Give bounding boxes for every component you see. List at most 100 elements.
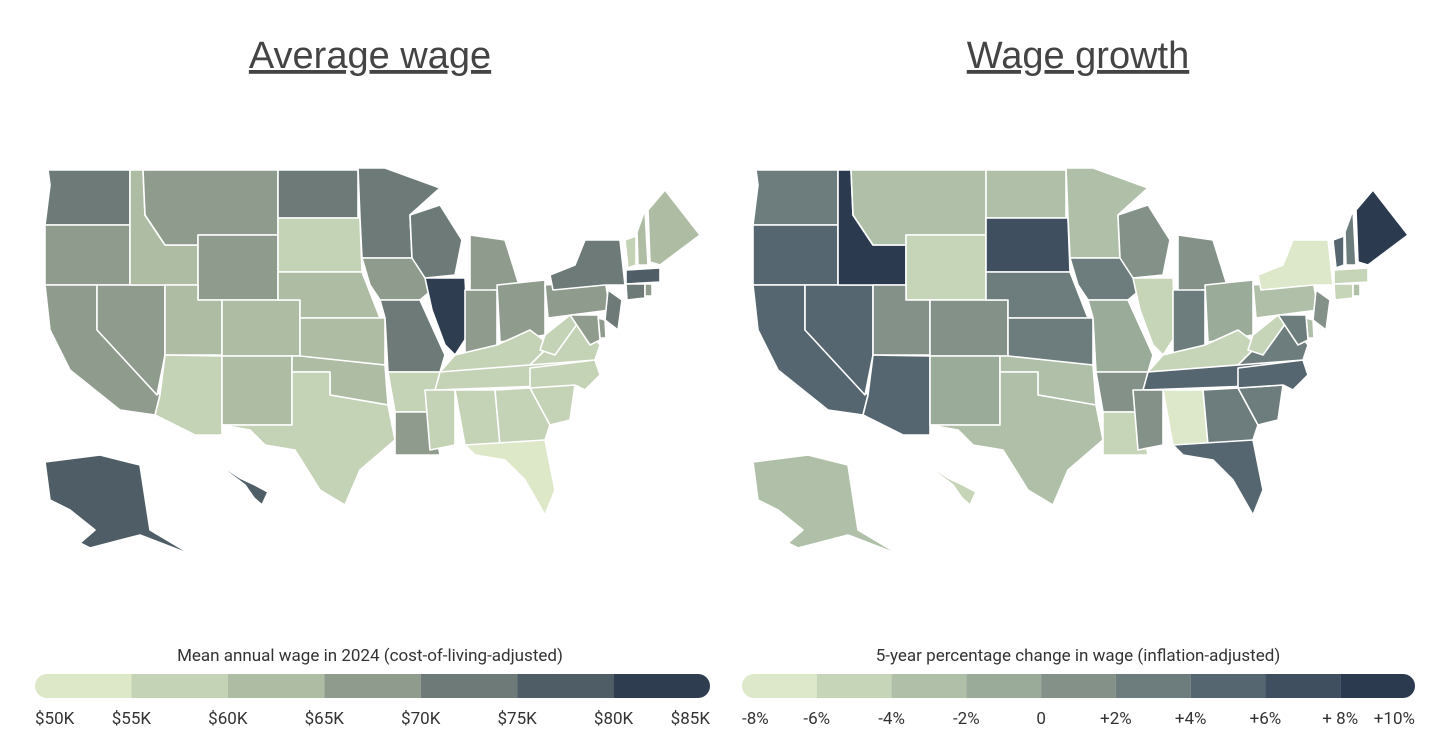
state — [44, 224, 131, 286]
state — [1132, 389, 1164, 451]
state — [1352, 283, 1361, 297]
state — [752, 454, 901, 556]
state — [221, 299, 301, 357]
state — [1162, 389, 1209, 446]
legend-tick-label: $65K — [305, 709, 345, 729]
state — [277, 217, 363, 273]
legend-tick-label: -6% — [803, 709, 830, 729]
state — [1332, 235, 1345, 269]
state — [905, 234, 987, 301]
legend-swatch — [227, 674, 325, 698]
legend-tick-label: + 8% — [1322, 709, 1358, 729]
legend-tick-label: $80K — [594, 709, 634, 729]
state — [1257, 239, 1334, 291]
state — [549, 239, 626, 291]
state — [221, 355, 293, 426]
legend-tick-label: +2% — [1100, 709, 1132, 729]
legend-tick-label: +6% — [1250, 709, 1282, 729]
legend-tick-label: +4% — [1175, 709, 1207, 729]
state — [1277, 314, 1309, 346]
legend-bar — [35, 674, 710, 698]
legend-tick-label: $55K — [112, 709, 152, 729]
legend-swatch — [1265, 674, 1341, 698]
state — [214, 461, 269, 506]
state — [922, 461, 977, 506]
state — [409, 204, 463, 279]
legend-tick-label: $70K — [401, 709, 441, 729]
legend-title: 5-year percentage change in wage (inflat… — [876, 646, 1281, 666]
state — [569, 314, 601, 346]
state — [1333, 267, 1369, 285]
state — [1247, 314, 1289, 356]
legend-swatch — [742, 674, 817, 698]
map-title: Average wage — [249, 35, 491, 77]
legend-swatch — [1041, 674, 1116, 698]
state — [464, 439, 556, 516]
state — [464, 289, 498, 356]
legend-tick-label: $60K — [208, 709, 248, 729]
state — [1355, 189, 1409, 266]
state — [1344, 209, 1357, 266]
legend-swatch — [35, 674, 132, 698]
state — [44, 169, 131, 226]
legend-swatch — [891, 674, 967, 698]
legend-swatch — [613, 674, 710, 698]
legend-tick-label: $50K — [35, 709, 75, 729]
state — [154, 354, 223, 436]
state — [197, 234, 279, 301]
state — [985, 217, 1071, 273]
legend-tick-label: 0 — [1036, 709, 1046, 729]
state — [929, 355, 1001, 426]
state — [862, 354, 931, 436]
state — [929, 299, 1009, 357]
state — [644, 283, 653, 297]
state — [625, 283, 646, 301]
legend-swatch — [1340, 674, 1415, 698]
state — [850, 169, 987, 246]
legend-swatch — [420, 674, 518, 698]
legend-bar — [742, 674, 1415, 698]
legend-tick-label: -4% — [878, 709, 905, 729]
state — [1202, 387, 1259, 446]
legend-swatch — [1115, 674, 1191, 698]
legend-swatch — [131, 674, 228, 698]
state — [647, 189, 701, 266]
state — [454, 389, 501, 446]
state — [277, 169, 359, 219]
legend-title: Mean annual wage in 2024 (cost-of-living… — [177, 646, 563, 666]
state — [494, 387, 551, 446]
state — [1312, 289, 1331, 331]
state — [604, 289, 623, 331]
state — [142, 169, 279, 246]
state — [1172, 289, 1206, 356]
state — [1172, 439, 1264, 516]
legend-tick-label: +10% — [1374, 709, 1415, 729]
state — [625, 267, 661, 285]
legend-tick-label: -8% — [742, 709, 769, 729]
state — [44, 454, 193, 556]
legend-swatch — [1190, 674, 1266, 698]
legend-swatch — [966, 674, 1042, 698]
state — [539, 314, 581, 356]
state-map — [752, 167, 1409, 556]
state — [1204, 279, 1254, 343]
legend-swatch — [816, 674, 892, 698]
legend-tick-label: -2% — [953, 709, 980, 729]
state — [752, 224, 839, 286]
state — [424, 389, 456, 451]
state — [752, 169, 839, 226]
state — [636, 209, 649, 266]
legend-swatch — [517, 674, 614, 698]
state — [496, 279, 546, 343]
legend-tick-label: $75K — [497, 709, 537, 729]
legend-swatch — [324, 674, 421, 698]
state — [985, 169, 1067, 219]
legend-tick-label: $85K — [671, 709, 711, 729]
state — [221, 371, 396, 506]
state — [1117, 204, 1171, 279]
state — [624, 235, 637, 269]
map-title: Wage growth — [967, 35, 1189, 77]
state-map — [44, 167, 701, 556]
state — [1333, 283, 1354, 301]
